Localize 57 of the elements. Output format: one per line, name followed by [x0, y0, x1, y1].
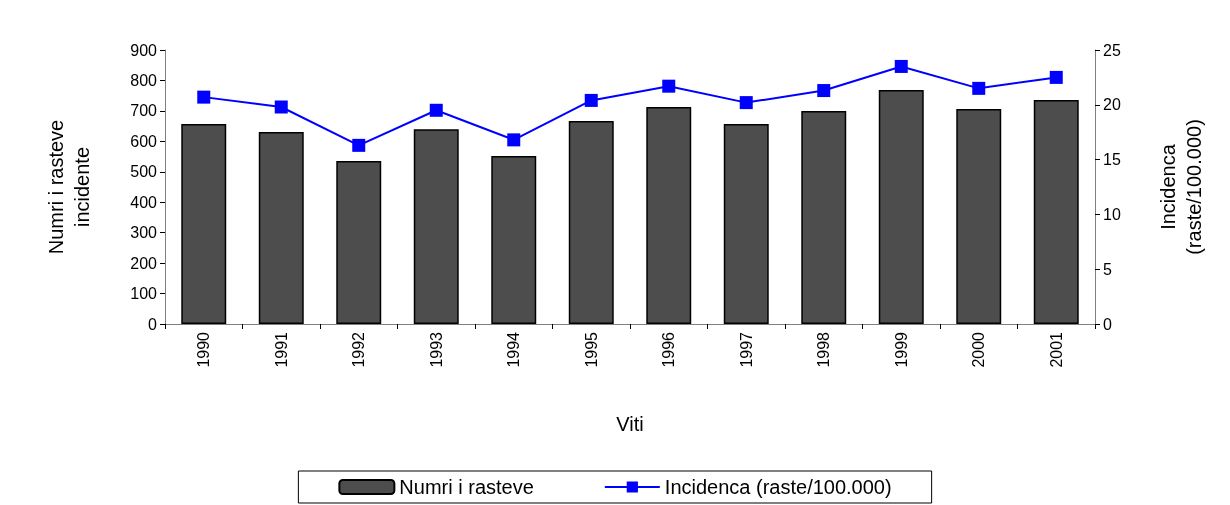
bar [878, 89, 924, 324]
bar [413, 129, 459, 324]
x-tick-label: 1990 [195, 331, 213, 368]
y-tick-label: 200 [130, 254, 158, 272]
bar [801, 110, 847, 324]
y-axis-title: Numri i rasteve incidente [45, 119, 93, 255]
y-tick-label: 500 [130, 163, 158, 181]
y-tick-label: 300 [130, 224, 158, 242]
y-tick-label: 600 [130, 132, 158, 150]
x-axis-title: Viti [616, 413, 644, 435]
point [352, 138, 366, 152]
x-tick-label: 2001 [1047, 331, 1065, 368]
point [584, 93, 598, 107]
bar [258, 131, 304, 324]
x-tick-label: 2000 [970, 331, 988, 368]
point [972, 81, 986, 95]
point [739, 96, 753, 110]
y2-tick-label: 20 [1103, 96, 1121, 114]
bar [568, 120, 614, 324]
y2-tick-label: 15 [1103, 151, 1121, 169]
bar [646, 106, 692, 324]
x-tick-label: 1998 [815, 331, 833, 368]
x-tick-label: 1991 [272, 331, 290, 368]
y-tick-label: 400 [130, 193, 158, 211]
x-tick-label: 1995 [582, 331, 600, 368]
y-tick-label: 900 [130, 41, 158, 59]
legend-label: Incidenca (raste/100.000) [664, 476, 892, 498]
y-tick-label: 100 [130, 285, 158, 303]
point [817, 84, 831, 98]
point [662, 79, 676, 93]
x-tick-label: 1992 [350, 331, 368, 368]
bar [956, 109, 1002, 324]
point [274, 100, 288, 114]
y-tick-label: 0 [148, 315, 158, 333]
point [1049, 70, 1063, 84]
point [894, 59, 908, 73]
point [507, 133, 521, 147]
x-tick-label: 1994 [505, 331, 523, 368]
point [197, 90, 211, 104]
y-tick-label: 700 [130, 102, 158, 120]
x-tick-label: 1997 [737, 331, 755, 368]
y2-tick-label: 10 [1103, 205, 1121, 223]
bar [181, 123, 227, 324]
bar [1033, 99, 1079, 324]
x-tick-label: 1999 [892, 331, 910, 368]
x-tick-label: 1996 [660, 331, 678, 368]
y2-axis-title: Incidenca (raste/100.000) [1157, 119, 1205, 255]
bar [336, 161, 382, 324]
bar [491, 155, 537, 324]
bar [723, 123, 769, 324]
legend-label: Numri i rasteve [399, 476, 534, 498]
y-tick-label: 800 [130, 71, 158, 89]
y2-tick-label: 0 [1103, 315, 1112, 333]
x-tick-label: 1993 [427, 331, 445, 368]
y2-tick-label: 25 [1103, 41, 1121, 59]
point [429, 103, 443, 117]
y2-tick-label: 5 [1103, 260, 1112, 278]
